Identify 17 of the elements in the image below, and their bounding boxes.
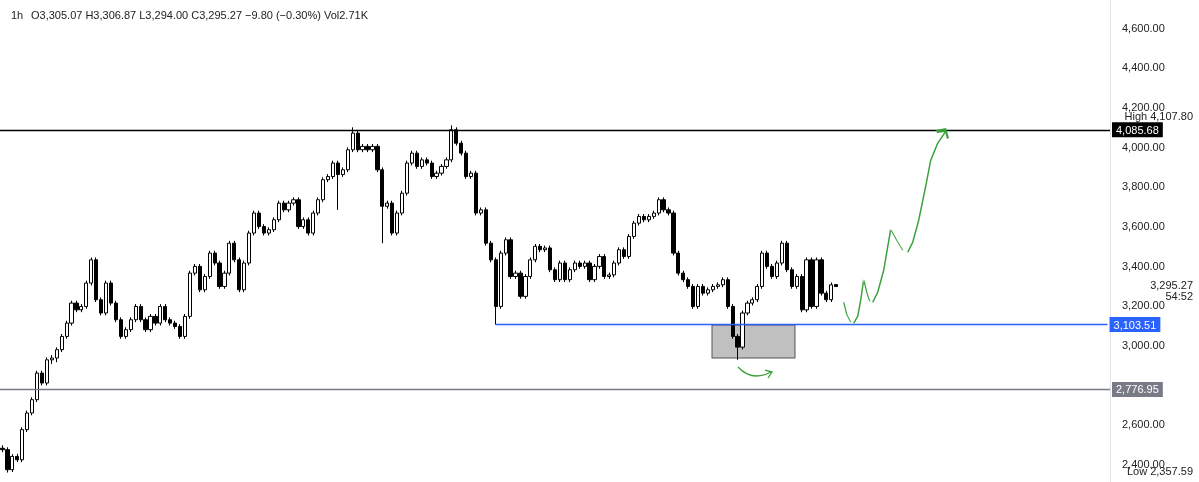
y-tick-label: 3,600.00 [1122, 220, 1165, 233]
text: O3,305.07 H3,306.87 L3,294.00 C3,295.27 −9.80 (−0.30%) Vol2.71K [31, 8, 369, 21]
y-tick-label: 3,800.00 [1122, 180, 1165, 193]
ref-line-label: 2,776.95 [1116, 383, 1159, 396]
y-tick-label: 3,200.00 [1122, 299, 1165, 312]
y-tick-label: 4,200.00 [1122, 101, 1165, 114]
ref-line-label: 4,085.68 [1116, 123, 1159, 136]
y-tick-label: 2,600.00 [1122, 418, 1165, 431]
text: 3,295.27 [1150, 279, 1194, 292]
text: 54:52 [1165, 290, 1193, 303]
ref-line-label: 3,103.51 [1113, 318, 1157, 331]
y-tick-label: 4,400.00 [1122, 61, 1165, 74]
y-tick-label: 4,000.00 [1122, 140, 1165, 153]
y-tick-label: 4,600.00 [1122, 21, 1165, 34]
text: 1h [11, 8, 24, 21]
y-tick-label: 3,000.00 [1122, 339, 1165, 352]
y-tick-label: 3,400.00 [1122, 259, 1165, 272]
